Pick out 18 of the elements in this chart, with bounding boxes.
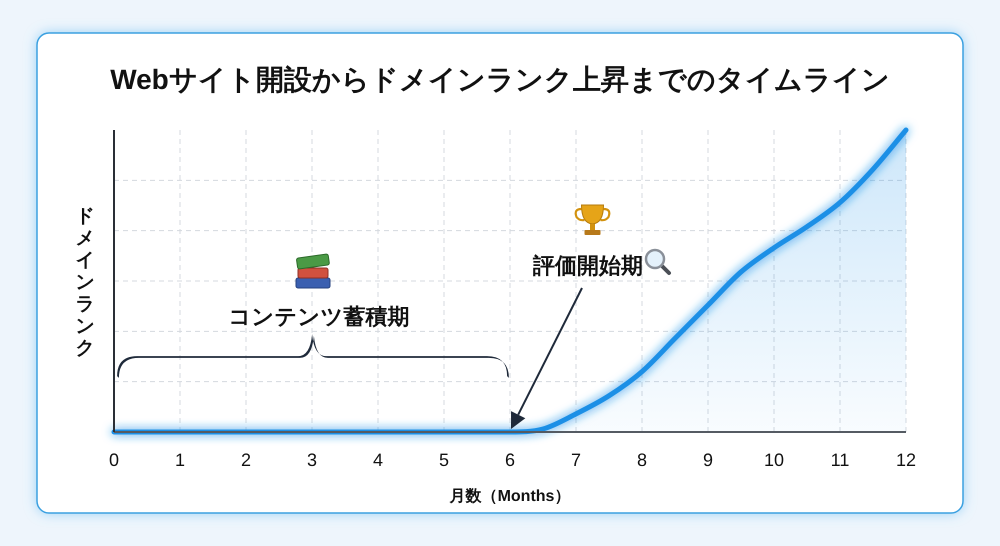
x-tick-label: 1 (174, 450, 186, 470)
y-axis-title: ドメインランク (76, 206, 94, 359)
x-tick-label: 8 (636, 450, 648, 470)
x-tick-label: 2 (240, 450, 252, 470)
x-tick-label: 6 (504, 450, 516, 470)
x-tick-label: 11 (830, 450, 850, 470)
x-tick-label: 12 (896, 450, 916, 470)
x-tick-label: 7 (570, 450, 582, 470)
chart-title: Webサイト開設からドメインランク上昇までのタイムライン (110, 64, 890, 95)
x-tick-label: 0 (108, 450, 120, 470)
x-tick-label: 5 (438, 450, 450, 470)
x-tick-label: 9 (702, 450, 714, 470)
x-axis-title: 月数（Months） (448, 487, 570, 505)
annotation: 評価開始期 (532, 253, 643, 278)
annotation: コンテンツ蓄積期 (228, 304, 410, 329)
x-tick-label: 3 (306, 450, 318, 470)
x-tick-label: 4 (372, 450, 384, 470)
x-tick-label: 10 (764, 450, 784, 470)
